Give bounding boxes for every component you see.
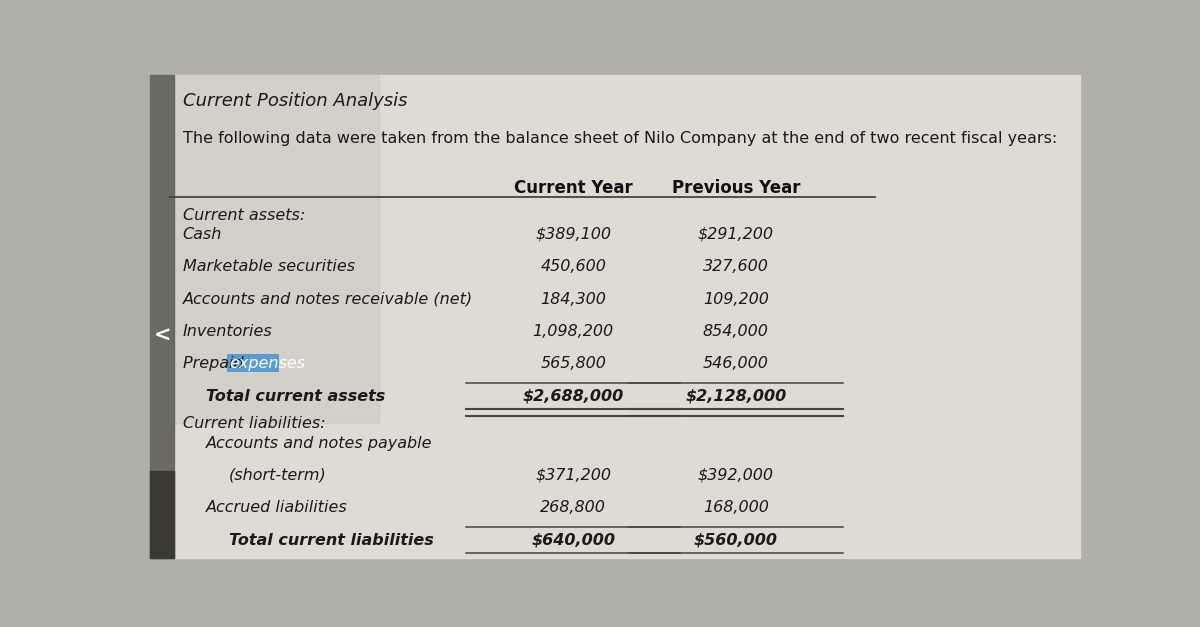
Bar (150, 471, 174, 558)
Text: The following data were taken from the balance sheet of Nilo Company at the end : The following data were taken from the b… (182, 131, 1057, 145)
Text: <: < (154, 326, 170, 346)
Text: 546,000: 546,000 (703, 356, 769, 371)
Text: $371,200: $371,200 (535, 468, 611, 483)
Text: Marketable securities: Marketable securities (182, 260, 355, 274)
Text: Accrued liabilities: Accrued liabilities (206, 500, 348, 515)
Text: $560,000: $560,000 (694, 532, 778, 547)
Text: 565,800: 565,800 (540, 356, 606, 371)
Text: Inventories: Inventories (182, 324, 272, 339)
Text: Current liabilities:: Current liabilities: (182, 416, 325, 431)
Text: Total current assets: Total current assets (206, 389, 385, 404)
Text: $2,128,000: $2,128,000 (685, 389, 786, 404)
Text: $640,000: $640,000 (532, 532, 616, 547)
Text: expenses: expenses (229, 356, 306, 371)
Text: $392,000: $392,000 (698, 468, 774, 483)
Text: (short-term): (short-term) (229, 468, 326, 483)
Text: 1,098,200: 1,098,200 (533, 324, 613, 339)
Bar (150, 75, 174, 558)
Text: 854,000: 854,000 (703, 324, 769, 339)
Text: Cash: Cash (182, 227, 222, 242)
Text: 327,600: 327,600 (703, 260, 769, 274)
Bar (227, 354, 280, 372)
Text: $389,100: $389,100 (535, 227, 611, 242)
Text: $291,200: $291,200 (698, 227, 774, 242)
Text: Previous Year: Previous Year (672, 179, 800, 197)
Text: Current Year: Current Year (514, 179, 632, 197)
Text: Prepaid: Prepaid (182, 356, 248, 371)
Text: Total current liabilities: Total current liabilities (229, 532, 434, 547)
Text: Current Position Analysis: Current Position Analysis (182, 92, 407, 110)
Text: 268,800: 268,800 (540, 500, 606, 515)
Bar (174, 75, 379, 423)
Text: 109,200: 109,200 (703, 292, 769, 307)
Text: 450,600: 450,600 (540, 260, 606, 274)
Text: Accounts and notes receivable (net): Accounts and notes receivable (net) (182, 292, 473, 307)
Text: 184,300: 184,300 (540, 292, 606, 307)
Text: 168,000: 168,000 (703, 500, 769, 515)
Text: Current assets:: Current assets: (182, 208, 305, 223)
Text: $2,688,000: $2,688,000 (522, 389, 624, 404)
Text: Accounts and notes payable: Accounts and notes payable (206, 436, 432, 451)
